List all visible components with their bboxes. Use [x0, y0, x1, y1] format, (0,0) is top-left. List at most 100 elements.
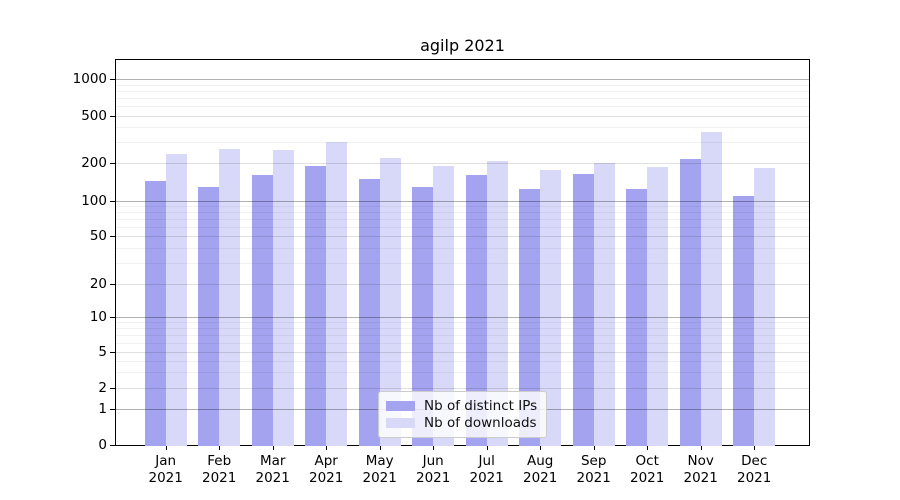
gridline-4	[116, 360, 809, 362]
x-tick-mark-jul	[486, 446, 488, 450]
bar-downloads-may	[379, 158, 401, 446]
gridline-800	[116, 90, 809, 92]
bar-ips-dec	[733, 195, 755, 446]
x-tick-mark-jun	[433, 446, 435, 450]
x-tick-label-jun: Jun 2021	[416, 453, 451, 486]
bar-ips-apr	[305, 165, 327, 446]
x-tick-mark-oct	[647, 446, 649, 450]
y-tick-label-5: 5	[98, 344, 107, 360]
x-tick-mark-jan	[165, 446, 167, 450]
gridline-2	[116, 388, 809, 389]
plot-area: Nb of distinct IPs Nb of downloads	[115, 59, 810, 446]
legend: Nb of distinct IPs Nb of downloads	[378, 391, 548, 438]
x-tick-label-aug: Aug 2021	[523, 453, 558, 486]
gridline-10	[116, 317, 809, 318]
bar-ips-nov	[679, 158, 701, 446]
bar-ips-feb	[198, 186, 220, 446]
bar-downloads-feb	[219, 148, 241, 446]
legend-item-distinct-ips: Nb of distinct IPs	[386, 398, 537, 414]
bar-downloads-dec	[754, 168, 776, 446]
bars-layer	[116, 60, 809, 446]
bar-downloads-oct	[647, 166, 669, 446]
y-tick-mark-100	[110, 201, 115, 202]
bar-ips-jul	[465, 175, 487, 446]
bar-downloads-apr	[326, 141, 348, 446]
x-tick-label-feb: Feb 2021	[202, 453, 237, 486]
gridline-900	[116, 84, 809, 86]
y-tick-label-500: 500	[81, 108, 107, 124]
x-tick-mark-may	[379, 446, 381, 450]
y-tick-mark-10	[110, 317, 115, 318]
x-tick-mark-mar	[272, 446, 274, 450]
y-tick-label-20: 20	[89, 276, 107, 292]
bar-ips-jan	[144, 180, 166, 446]
gridline-60	[116, 226, 809, 228]
bar-downloads-sep	[593, 163, 615, 446]
x-tick-label-may: May 2021	[362, 453, 397, 486]
legend-swatch-downloads	[386, 418, 415, 428]
gridline-200	[116, 163, 809, 164]
y-tick-label-1: 1	[98, 401, 107, 417]
gridline-300	[116, 142, 809, 144]
y-tick-mark-50	[110, 236, 115, 237]
y-tick-mark-0	[110, 445, 115, 446]
bar-ips-sep	[572, 173, 594, 446]
bar-ips-mar	[251, 175, 273, 446]
gridline-9	[116, 322, 809, 324]
gridline-8	[116, 328, 809, 330]
x-tick-mark-feb	[219, 446, 221, 450]
legend-label-distinct-ips: Nb of distinct IPs	[424, 398, 538, 414]
gridline-700	[116, 98, 809, 100]
x-tick-label-jan: Jan 2021	[148, 453, 183, 486]
x-tick-mark-dec	[754, 446, 756, 450]
gridline-50	[116, 236, 809, 237]
chart-title: agilp 2021	[420, 36, 505, 55]
gridline-3	[116, 372, 809, 374]
bar-downloads-aug	[540, 170, 562, 446]
gridline-1000	[116, 79, 809, 80]
gridline-20	[116, 284, 809, 285]
y-tick-label-200: 200	[81, 155, 107, 171]
legend-label-downloads: Nb of downloads	[424, 415, 537, 431]
y-tick-mark-5	[110, 352, 115, 353]
bar-downloads-jan	[165, 153, 187, 446]
x-tick-label-apr: Apr 2021	[309, 453, 344, 486]
bar-ips-may	[358, 178, 380, 446]
gridline-40	[116, 247, 809, 249]
gridline-400	[116, 127, 809, 129]
gridline-100	[116, 201, 809, 202]
y-tick-mark-2	[110, 388, 115, 389]
gridline-70	[116, 219, 809, 220]
gridline-30	[116, 262, 809, 264]
gridline-5	[116, 352, 809, 353]
x-tick-label-sep: Sep 2021	[576, 453, 611, 486]
gridline-7	[116, 335, 809, 336]
gridline-600	[116, 106, 809, 108]
bar-downloads-mar	[272, 149, 294, 446]
gridline-500	[116, 116, 809, 117]
bar-ips-aug	[519, 188, 541, 446]
legend-item-downloads: Nb of downloads	[386, 415, 537, 431]
x-tick-label-mar: Mar 2021	[255, 453, 290, 486]
y-tick-mark-500	[110, 116, 115, 117]
x-tick-label-nov: Nov 2021	[683, 453, 718, 486]
bar-ips-oct	[626, 188, 648, 446]
y-tick-label-50: 50	[89, 228, 107, 244]
y-tick-label-10: 10	[89, 309, 107, 325]
x-tick-mark-aug	[540, 446, 542, 450]
x-tick-label-oct: Oct 2021	[630, 453, 665, 486]
bar-ips-jun	[412, 186, 434, 446]
bar-downloads-nov	[700, 132, 722, 446]
grid-layer	[116, 60, 809, 445]
y-tick-mark-20	[110, 284, 115, 285]
x-tick-label-dec: Dec 2021	[737, 453, 772, 486]
bar-downloads-jun	[433, 165, 455, 446]
y-tick-label-1000: 1000	[72, 71, 107, 87]
y-tick-label-100: 100	[81, 193, 107, 209]
x-tick-label-jul: Jul 2021	[469, 453, 504, 486]
x-tick-mark-apr	[326, 446, 328, 450]
y-tick-mark-1000	[110, 79, 115, 80]
y-tick-label-2: 2	[98, 380, 107, 396]
y-tick-mark-1	[110, 409, 115, 410]
